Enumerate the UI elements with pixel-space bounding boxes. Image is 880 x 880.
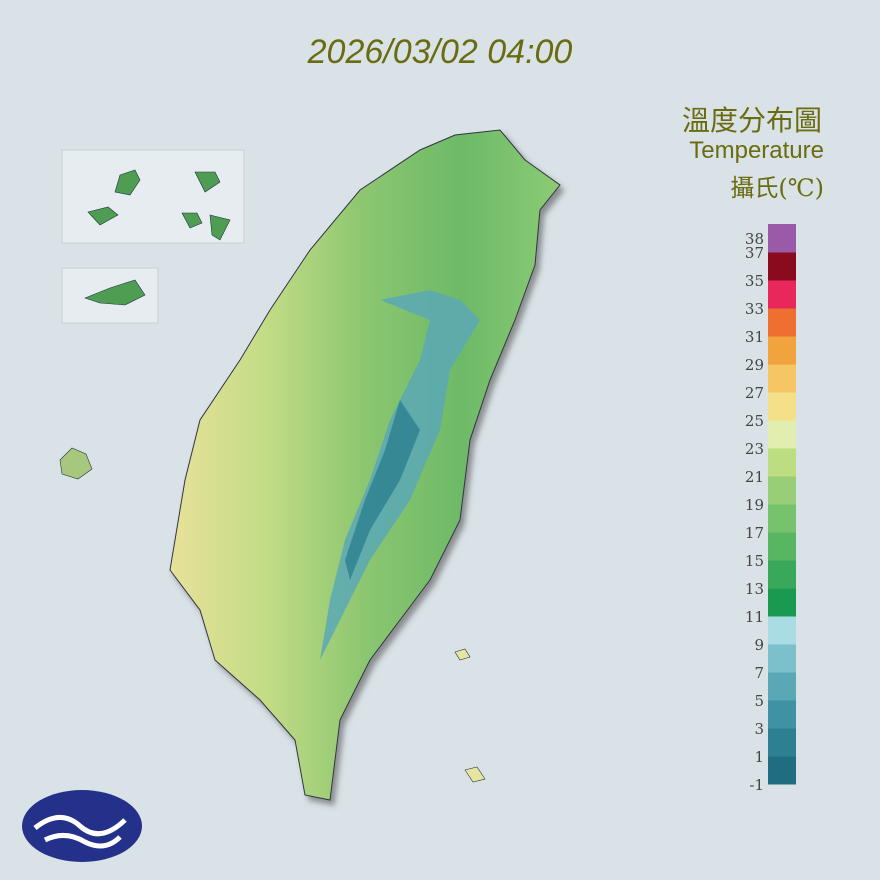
- tick-label: 35: [745, 272, 764, 290]
- color-band: [768, 504, 796, 533]
- color-band: [768, 532, 796, 561]
- tick-label: 37: [745, 244, 764, 262]
- color-band: [768, 560, 796, 589]
- color-band: [768, 672, 796, 701]
- tick-label: 13: [745, 580, 764, 598]
- timestamp: 2026/03/02 04:00: [307, 33, 573, 71]
- legend-unit: 攝氏(℃): [730, 174, 824, 202]
- color-band: [768, 336, 796, 365]
- tick-label: 1: [754, 748, 764, 766]
- legend-subtitle: Temperature: [689, 137, 824, 164]
- color-band: [768, 280, 796, 309]
- color-band: [768, 448, 796, 477]
- tick-label: 15: [745, 552, 764, 570]
- tick-label: 7: [754, 664, 764, 682]
- color-band: [768, 392, 796, 421]
- color-band: [768, 728, 796, 757]
- taiwan: [169, 129, 561, 801]
- high-peaks: [345, 400, 420, 580]
- tick-label: 29: [745, 356, 764, 374]
- color-band: [768, 756, 796, 785]
- color-band: [768, 252, 796, 281]
- tick-label: 17: [745, 524, 764, 542]
- tick-label: 5: [754, 692, 764, 710]
- tick-label: 21: [745, 468, 764, 486]
- tick-label: 38: [745, 230, 764, 248]
- tick-label: 33: [745, 300, 764, 318]
- tick-label: 11: [745, 608, 764, 626]
- color-band: [768, 224, 796, 253]
- tick-label: 25: [745, 412, 764, 430]
- color-band: [768, 420, 796, 449]
- outlying-islands: [59, 149, 486, 783]
- color-band: [768, 308, 796, 337]
- tick-label: -1: [749, 776, 764, 794]
- color-band: [768, 616, 796, 645]
- color-band: [768, 364, 796, 393]
- tick-label: 9: [754, 636, 764, 654]
- color-band: [768, 476, 796, 505]
- logo: [22, 790, 142, 862]
- tick-label: 19: [745, 496, 764, 514]
- tick-label: 31: [745, 328, 764, 346]
- color-band: [768, 700, 796, 729]
- tick-label: 3: [754, 720, 764, 738]
- color-band: [768, 644, 796, 673]
- tick-label: 27: [745, 384, 764, 402]
- tick-label: 23: [745, 440, 764, 458]
- legend-title: 溫度分布圖: [682, 104, 822, 137]
- color-band: [768, 588, 796, 617]
